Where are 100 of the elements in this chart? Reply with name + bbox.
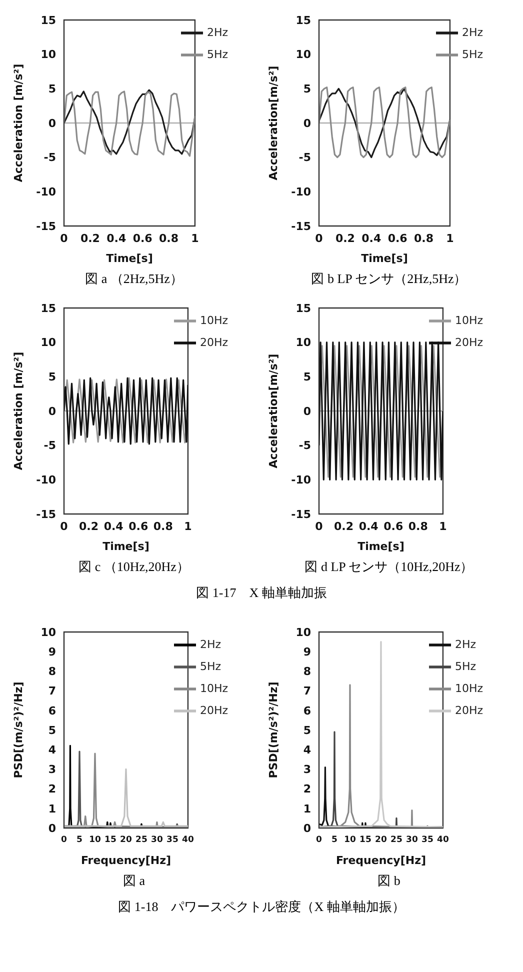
x-tick-label: 1 <box>439 520 447 533</box>
y-tick-label: 4 <box>303 744 312 757</box>
y-tick-label: 0 <box>48 404 56 418</box>
legend-label: 5Hz <box>454 660 476 674</box>
x-tick-label: 0.4 <box>358 520 379 533</box>
x-tick-label: 15 <box>104 835 116 846</box>
y-tick-label: 0 <box>303 116 312 130</box>
y-tick-label: 15 <box>40 14 56 27</box>
y-tick-label: 0 <box>48 116 56 130</box>
legend-label: 10Hz <box>200 682 228 696</box>
legend-label: 20Hz <box>200 704 228 718</box>
y-tick-label: 5 <box>303 370 311 384</box>
x-axis-title: Frequency[Hz] <box>336 854 426 867</box>
y-tick-label: 5 <box>303 82 311 96</box>
x-tick-label: 25 <box>136 835 148 846</box>
y-tick-label: -10 <box>36 186 56 199</box>
x-tick-label: 0 <box>61 835 68 846</box>
y-axis-title: Acceleration[m/s²] <box>266 66 280 180</box>
x-tick-label: 0.6 <box>388 232 408 245</box>
x-axis-title: Frequency[Hz] <box>80 854 171 867</box>
x-tick-label: 35 <box>422 835 434 846</box>
y-axis-title: PSD[(m/s²)²/Hz] <box>266 682 280 778</box>
x-tick-label: 15 <box>360 835 372 846</box>
x-axis-title: Time[s] <box>361 252 408 265</box>
x-tick-label: 40 <box>182 835 194 846</box>
y-tick-label: 2 <box>48 782 56 796</box>
y-axis-title: Acceleration [m/s²] <box>12 352 25 470</box>
y-tick-label: -15 <box>291 508 311 521</box>
caption: 図 1-18 パワースペクトル密度（X 軸単軸加振） <box>117 898 406 916</box>
y-axis-title: Acceleration [m/s²] <box>12 64 25 182</box>
y-tick-label: 9 <box>303 646 311 659</box>
y-tick-label: -10 <box>291 186 312 199</box>
legend-label: 2Hz <box>206 26 228 40</box>
y-tick-label: 1 <box>48 802 56 816</box>
x-tick-label: 35 <box>166 835 178 846</box>
y-tick-label: -5 <box>298 439 311 452</box>
x-tick-label: 10 <box>344 835 356 846</box>
y-tick-label: -15 <box>291 220 311 233</box>
x-tick-label: 0.2 <box>334 520 354 533</box>
y-tick-label: -15 <box>36 220 56 233</box>
legend-label: 10Hz <box>454 682 483 696</box>
x-tick-label: 0.8 <box>159 232 179 245</box>
y-tick-label: 5 <box>48 82 56 96</box>
y-tick-label: 0 <box>303 822 312 835</box>
x-axis-title: Time[s] <box>106 252 153 265</box>
y-tick-label: 10 <box>296 336 312 350</box>
legend-label: 5Hz <box>206 48 228 62</box>
y-tick-label: 0 <box>303 404 312 418</box>
legend-label: 5Hz <box>462 48 483 62</box>
x-tick-label: 0.4 <box>106 232 126 245</box>
x-axis-title: Time[s] <box>102 540 150 553</box>
y-tick-label: 7 <box>303 684 311 698</box>
y-tick-label: -10 <box>291 474 312 487</box>
legend-label: 20Hz <box>200 336 228 350</box>
x-tick-label: 20 <box>375 835 387 846</box>
text: 図 a <box>122 872 146 890</box>
x-tick-label: 0.2 <box>79 520 99 533</box>
y-tick-label: 10 <box>40 626 56 639</box>
x-tick-label: 0 <box>315 232 324 245</box>
x-tick-label: 0 <box>60 232 68 245</box>
text: 図 b LP センサ（2Hz,5Hz） <box>310 270 468 288</box>
y-tick-label: 3 <box>303 763 311 776</box>
x-tick-label: 0.2 <box>80 232 100 245</box>
x-tick-label: 0 <box>60 520 68 533</box>
text: 図 a （2Hz,5Hz） <box>84 270 184 288</box>
x-tick-label: 0.4 <box>104 520 124 533</box>
y-tick-label: 5 <box>48 724 56 737</box>
x-tick-label: 0.8 <box>408 520 428 533</box>
y-tick-label: -10 <box>36 474 56 487</box>
y-tick-label: 3 <box>48 763 56 776</box>
x-tick-label: 25 <box>390 835 402 846</box>
x-tick-label: 0.6 <box>128 520 148 533</box>
x-tick-label: 10 <box>89 835 101 846</box>
legend-label: 10Hz <box>200 314 228 328</box>
x-tick-label: 30 <box>151 835 163 846</box>
legend-label: 20Hz <box>454 336 483 350</box>
text: 図 c （10Hz,20Hz） <box>78 558 190 576</box>
y-tick-label: 7 <box>48 684 56 698</box>
text: 図 b <box>376 872 402 890</box>
y-tick-label: -15 <box>36 508 56 521</box>
y-tick-label: 0 <box>48 822 56 835</box>
legend-label: 2Hz <box>454 638 476 652</box>
y-tick-label: 9 <box>48 646 56 659</box>
x-axis-title: Time[s] <box>358 540 404 553</box>
y-tick-label: 2 <box>303 782 311 796</box>
y-tick-label: 15 <box>296 14 311 27</box>
y-tick-label: 5 <box>48 370 56 384</box>
x-tick-label: 20 <box>120 835 132 846</box>
legend-label: 20Hz <box>454 704 483 718</box>
legend-label: 2Hz <box>462 26 483 40</box>
x-tick-label: 40 <box>437 835 449 846</box>
y-tick-label: 10 <box>40 336 56 350</box>
x-tick-label: 30 <box>406 835 418 846</box>
y-tick-label: -5 <box>44 151 56 164</box>
legend-label: 10Hz <box>454 314 483 328</box>
y-axis-title: Acceleration[m/s²] <box>266 354 280 468</box>
x-tick-label: 0 <box>316 835 322 846</box>
x-tick-label: 0.6 <box>384 520 404 533</box>
y-tick-label: 15 <box>296 302 311 315</box>
y-tick-label: 1 <box>303 802 311 816</box>
